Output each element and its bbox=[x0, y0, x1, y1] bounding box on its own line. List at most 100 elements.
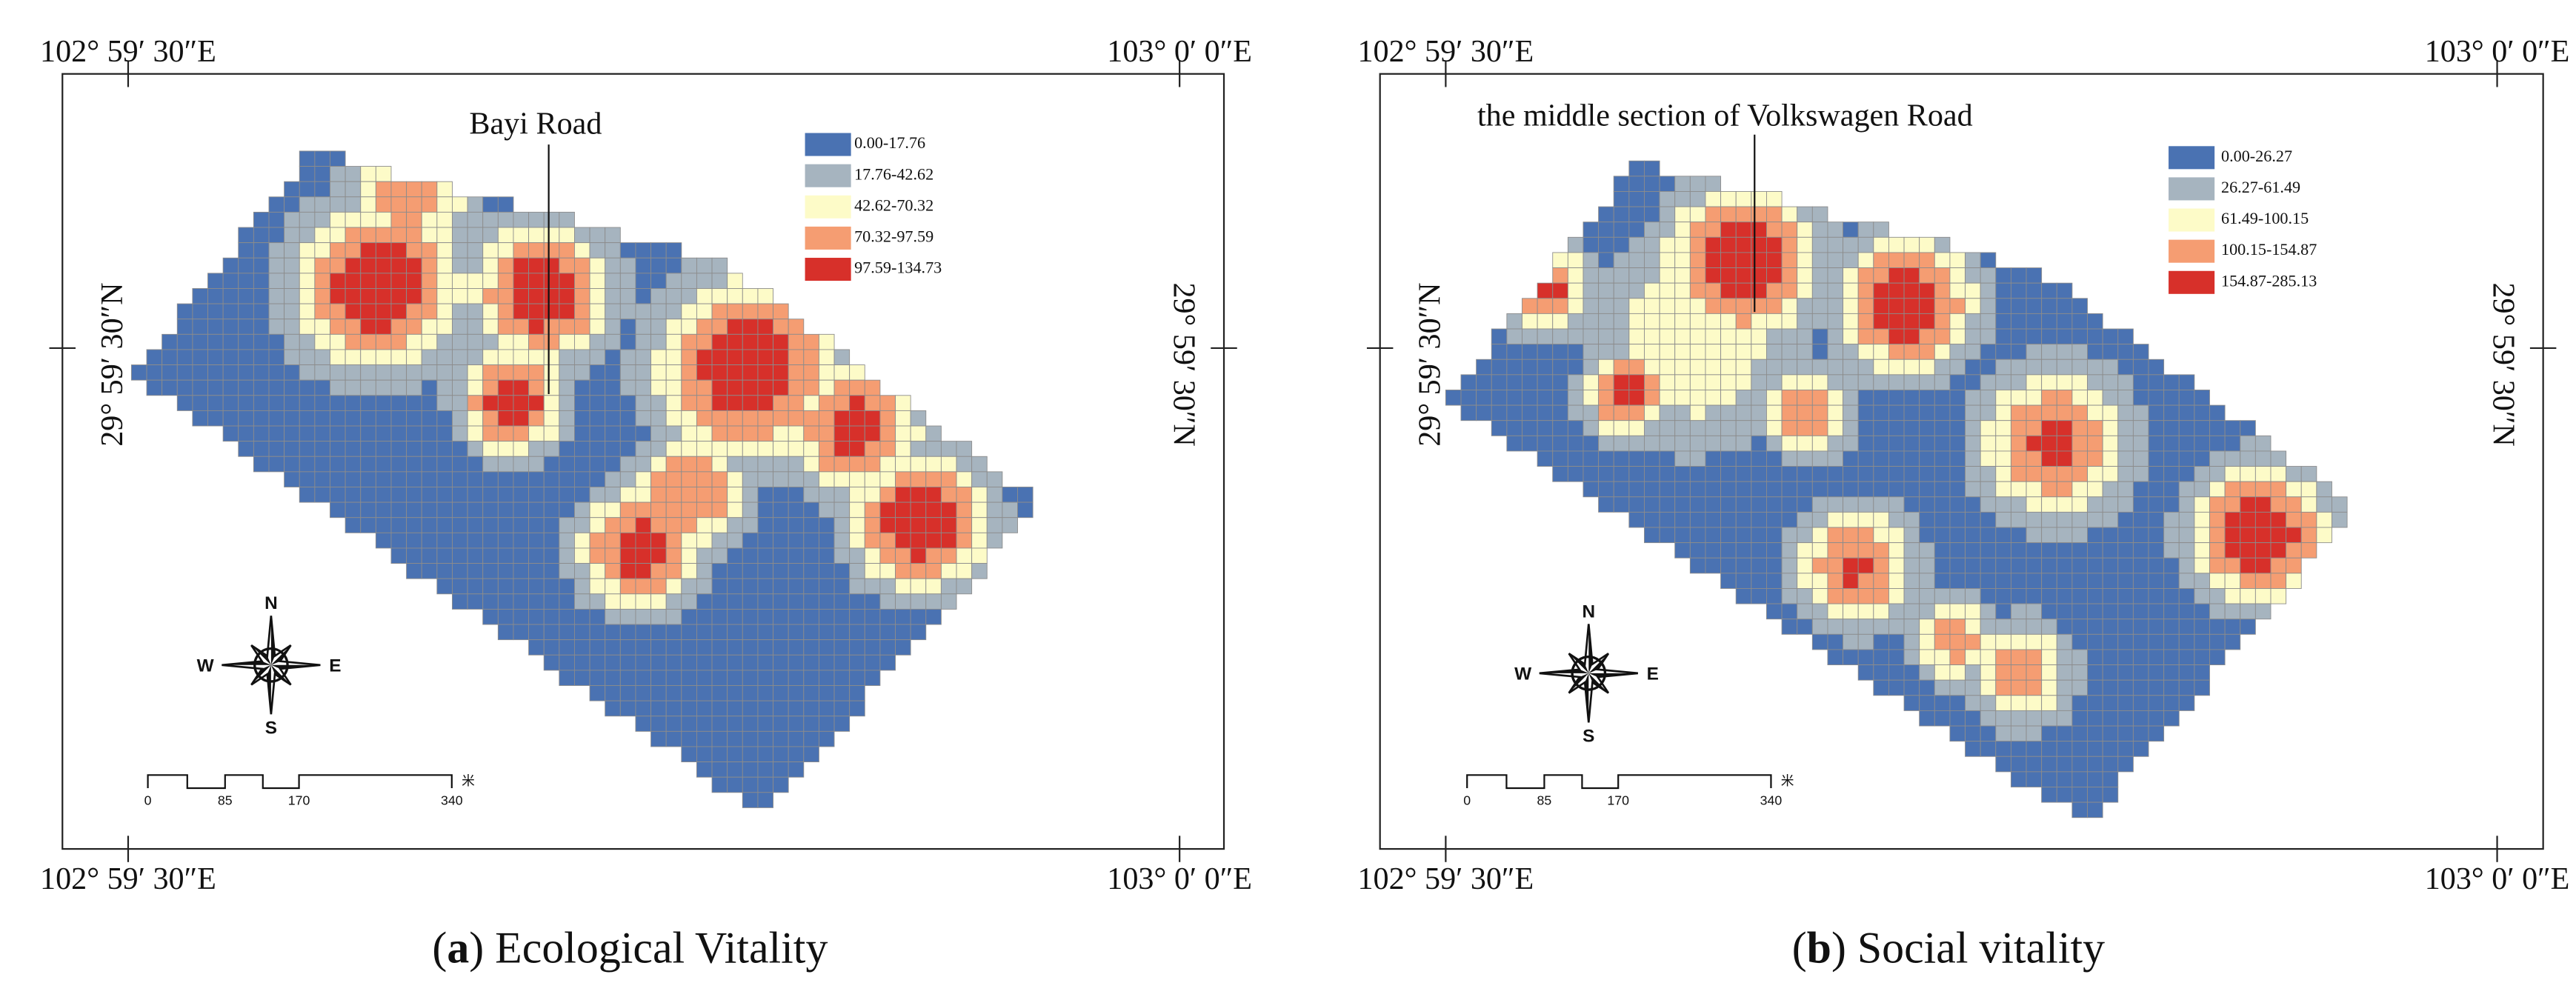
grid-cell bbox=[757, 639, 773, 656]
grid-cell bbox=[1797, 359, 1813, 376]
grid-cell bbox=[2224, 619, 2241, 635]
grid-cell bbox=[742, 395, 759, 411]
grid-cell bbox=[849, 639, 865, 656]
grid-cell bbox=[238, 273, 254, 289]
grid-cell bbox=[176, 333, 193, 350]
grid-cell bbox=[1506, 328, 1522, 345]
grid-cell bbox=[467, 593, 484, 610]
grid-cell bbox=[1674, 466, 1691, 482]
grid-cell bbox=[1797, 542, 1813, 559]
grid-cell bbox=[665, 730, 682, 747]
grid-cell bbox=[1949, 359, 1966, 376]
grid-cell bbox=[574, 303, 590, 320]
grid-cell bbox=[1522, 328, 1538, 345]
grid-cell bbox=[2010, 741, 2027, 757]
grid-cell bbox=[2010, 527, 2027, 544]
grid-cell bbox=[375, 517, 392, 533]
grid-cell bbox=[1811, 236, 1828, 253]
grid-cell bbox=[1919, 298, 1935, 314]
grid-cell bbox=[467, 501, 484, 519]
grid-cell bbox=[452, 333, 468, 350]
grid-cell bbox=[757, 456, 773, 473]
grid-cell bbox=[268, 319, 285, 335]
grid-cell bbox=[2041, 542, 2057, 559]
grid-cell bbox=[711, 532, 728, 549]
grid-cell bbox=[742, 410, 759, 427]
grid-cell bbox=[650, 654, 667, 671]
grid-cell bbox=[650, 441, 667, 457]
grid-cell bbox=[528, 624, 545, 641]
grid-cell bbox=[1735, 359, 1752, 376]
grid-cell bbox=[1705, 282, 1722, 299]
grid-cell bbox=[2087, 725, 2103, 742]
grid-cell bbox=[2041, 298, 2057, 314]
grid-cell bbox=[2117, 756, 2134, 773]
grid-cell bbox=[513, 379, 530, 396]
grid-cell bbox=[1919, 679, 1935, 696]
grid-cell bbox=[1766, 557, 1783, 574]
grid-cell bbox=[482, 425, 499, 442]
grid-cell bbox=[803, 456, 819, 473]
grid-cell bbox=[513, 410, 530, 427]
grid-cell bbox=[1781, 527, 1798, 544]
grid-cell bbox=[849, 395, 865, 411]
grid-cell bbox=[1766, 542, 1783, 559]
grid-cell bbox=[2254, 573, 2272, 589]
grid-cell bbox=[375, 242, 392, 259]
grid-cell bbox=[2178, 664, 2195, 681]
grid-cell bbox=[345, 441, 362, 457]
grid-cell bbox=[2148, 725, 2165, 742]
grid-cell bbox=[650, 563, 667, 579]
grid-cell bbox=[2010, 313, 2027, 330]
grid-cell bbox=[2240, 573, 2256, 589]
grid-cell bbox=[467, 303, 484, 320]
grid-cell bbox=[1659, 511, 1676, 528]
grid-cell bbox=[1689, 267, 1706, 284]
grid-cell bbox=[1873, 542, 1889, 559]
grid-cell bbox=[665, 487, 682, 503]
grid-cell bbox=[1735, 344, 1752, 360]
grid-cell bbox=[1781, 221, 1798, 238]
grid-cell bbox=[1919, 374, 1935, 390]
grid-cell bbox=[1613, 344, 1630, 360]
grid-cell bbox=[1644, 404, 1660, 421]
grid-cell bbox=[742, 685, 759, 701]
grid-cell bbox=[2148, 695, 2165, 711]
grid-cell bbox=[1888, 573, 1905, 589]
grid-cell bbox=[1843, 633, 1859, 650]
grid-cell bbox=[2010, 435, 2027, 452]
grid-cell bbox=[757, 654, 773, 671]
grid-cell bbox=[665, 410, 682, 427]
grid-cell bbox=[1949, 603, 1966, 620]
grid-cell bbox=[696, 257, 713, 274]
grid-cell bbox=[895, 487, 911, 503]
grid-cell bbox=[2041, 633, 2057, 650]
grid-cell bbox=[238, 333, 254, 350]
grid-cell bbox=[2163, 603, 2180, 620]
grid-cell bbox=[1827, 404, 1844, 421]
grid-cell bbox=[1582, 313, 1600, 330]
grid-cell bbox=[2102, 787, 2119, 803]
grid-cell bbox=[497, 456, 514, 473]
grid-cell bbox=[681, 487, 697, 503]
grid-cell bbox=[650, 639, 667, 656]
grid-cell bbox=[1919, 267, 1935, 284]
grid-cell bbox=[1827, 435, 1844, 452]
grid-cell bbox=[1781, 344, 1798, 360]
grid-cell bbox=[864, 670, 881, 686]
grid-cell bbox=[1857, 603, 1874, 620]
grid-cell bbox=[1827, 221, 1844, 238]
grid-cell bbox=[467, 196, 484, 213]
grid-cell bbox=[925, 578, 942, 595]
grid-cell bbox=[2071, 619, 2088, 635]
grid-cell bbox=[284, 319, 300, 335]
legend-label: 17.76-42.62 bbox=[854, 164, 933, 183]
grid-cell bbox=[1628, 298, 1645, 314]
grid-cell bbox=[1934, 619, 1951, 635]
grid-cell bbox=[1613, 435, 1630, 452]
grid-cell bbox=[589, 471, 606, 487]
grid-cell bbox=[1720, 496, 1737, 513]
grid-cell bbox=[635, 517, 652, 533]
grid-cell bbox=[2071, 633, 2088, 650]
grid-cell bbox=[1980, 695, 1997, 711]
